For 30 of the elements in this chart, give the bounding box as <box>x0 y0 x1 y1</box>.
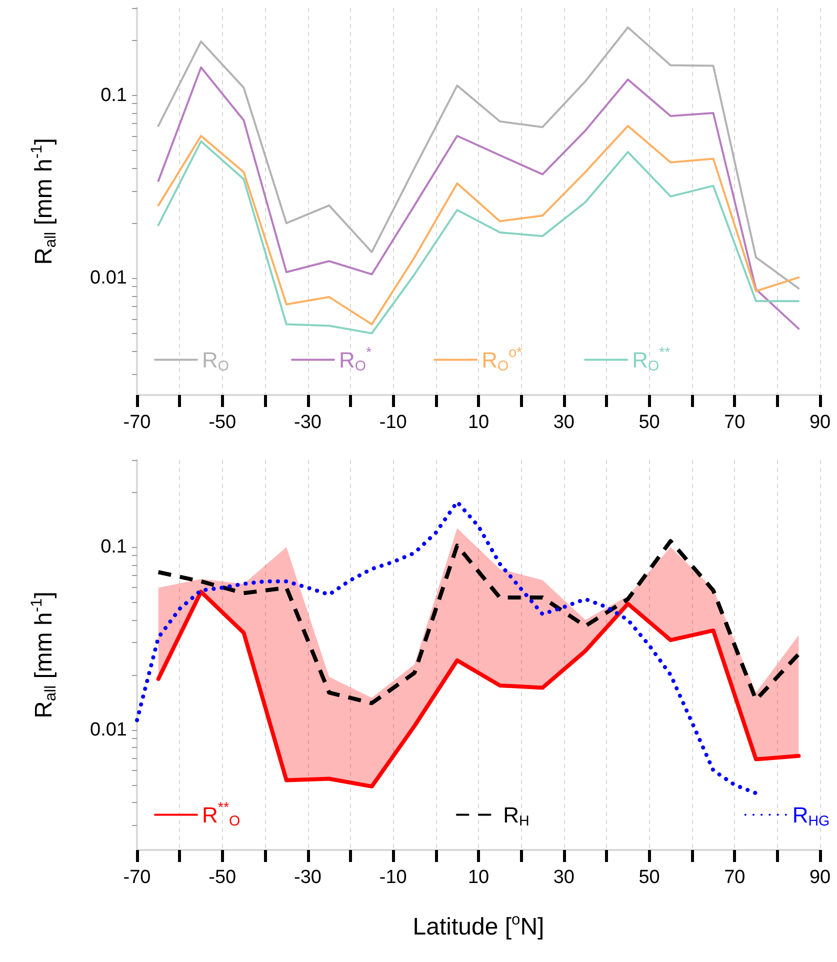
x-tick-label: 10 <box>468 412 490 433</box>
x-tick-label: 50 <box>638 412 660 433</box>
x-tick-label: 30 <box>553 867 574 888</box>
y-axis-title: Rall [mm h-1] <box>28 138 60 265</box>
x-tick-label: 70 <box>724 412 746 433</box>
line-series <box>157 26 800 290</box>
line-series <box>156 539 801 706</box>
x-tick-label: -70 <box>123 412 151 433</box>
x-tick-label: 30 <box>553 412 574 433</box>
line-series <box>135 500 758 796</box>
x-tick-label: 90 <box>809 412 831 433</box>
x-tick-label: -30 <box>294 412 322 433</box>
y-tick-label: 0.1 <box>100 536 127 558</box>
legend-label: R**O <box>202 800 240 830</box>
line-series <box>157 66 800 330</box>
x-tick-label: -10 <box>379 412 407 433</box>
x-tick-label: -50 <box>208 412 236 433</box>
x-tick-label: -50 <box>208 867 236 888</box>
x-tick-label: -30 <box>294 867 322 888</box>
x-tick-label: 50 <box>638 867 660 888</box>
y-tick-label: 0.01 <box>90 719 127 740</box>
line-series <box>156 590 801 788</box>
x-tick-label: 90 <box>809 867 831 888</box>
x-tick-label: 10 <box>468 867 490 888</box>
x-tick-label: 70 <box>724 867 746 888</box>
y-tick-label: 0.01 <box>90 268 127 289</box>
y-tick-label: 0.1 <box>100 84 127 106</box>
x-tick-label: -10 <box>379 867 407 888</box>
y-axis-title: Rall [mm h-1] <box>28 592 60 718</box>
x-tick-label: -70 <box>123 867 151 888</box>
